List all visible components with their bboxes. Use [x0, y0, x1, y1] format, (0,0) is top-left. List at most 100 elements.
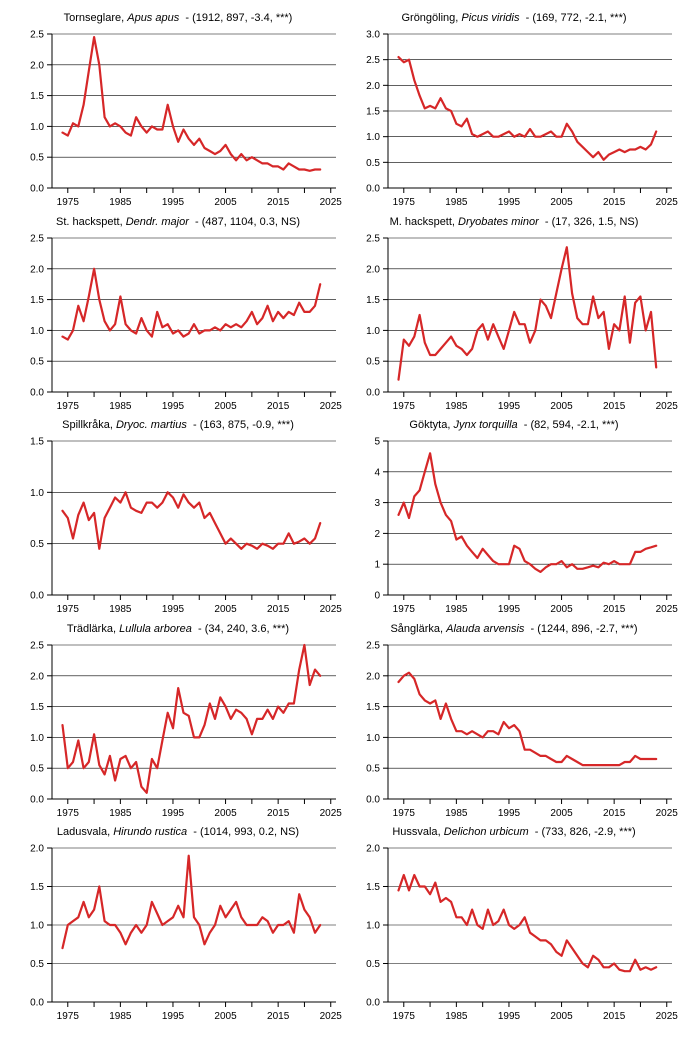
- svg-text:2005: 2005: [214, 1011, 237, 1022]
- svg-text:2015: 2015: [603, 197, 626, 208]
- chart-meta: (34, 240, 3.6, ***): [205, 623, 289, 635]
- svg-text:2015: 2015: [267, 604, 290, 615]
- svg-text:1995: 1995: [162, 1011, 185, 1022]
- svg-text:1985: 1985: [445, 197, 468, 208]
- svg-text:1995: 1995: [162, 197, 185, 208]
- svg-text:2005: 2005: [550, 604, 573, 615]
- svg-text:3.0: 3.0: [366, 30, 380, 41]
- common-name: Sånglärka: [390, 623, 440, 635]
- svg-text:0.0: 0.0: [366, 998, 380, 1009]
- scientific-name: Jynx torquilla: [453, 419, 517, 431]
- svg-text:2.0: 2.0: [366, 844, 380, 855]
- svg-text:1.5: 1.5: [30, 702, 44, 713]
- chart-meta: (1014, 993, 0.2, NS): [200, 826, 299, 838]
- svg-text:1.5: 1.5: [366, 295, 380, 306]
- common-name: Ladusvala: [57, 826, 107, 838]
- svg-text:2025: 2025: [656, 197, 679, 208]
- svg-text:4: 4: [374, 467, 380, 478]
- svg-text:1.0: 1.0: [30, 921, 44, 932]
- chart-meta: (1244, 896, -2.7, ***): [537, 623, 637, 635]
- svg-text:1975: 1975: [393, 1011, 416, 1022]
- svg-text:1.5: 1.5: [366, 882, 380, 893]
- chart-title: St. hackspett, Dendr. major - (487, 1104…: [10, 216, 346, 228]
- chart-title: M. hackspett, Dryobates minor - (17, 326…: [346, 216, 682, 228]
- svg-text:2015: 2015: [267, 808, 290, 819]
- svg-text:1975: 1975: [393, 604, 416, 615]
- svg-text:1.0: 1.0: [366, 733, 380, 744]
- svg-text:1.0: 1.0: [30, 122, 44, 133]
- svg-text:0.5: 0.5: [30, 539, 44, 550]
- chart-title: Gröngöling, Picus viridis - (169, 772, -…: [346, 12, 682, 24]
- svg-text:1985: 1985: [445, 808, 468, 819]
- svg-text:0.0: 0.0: [366, 794, 380, 805]
- chart-title: Trädlärka, Lullula arborea - (34, 240, 3…: [10, 623, 346, 635]
- scientific-name: Hirundo rustica: [113, 826, 187, 838]
- svg-text:2.5: 2.5: [366, 640, 380, 651]
- svg-text:2.5: 2.5: [30, 233, 44, 244]
- chart-meta: (169, 772, -2.1, ***): [532, 12, 626, 24]
- svg-text:2025: 2025: [656, 604, 679, 615]
- svg-text:2015: 2015: [267, 1011, 290, 1022]
- svg-text:1975: 1975: [57, 808, 80, 819]
- svg-text:1975: 1975: [57, 401, 80, 412]
- svg-text:1.5: 1.5: [366, 702, 380, 713]
- svg-text:1995: 1995: [162, 401, 185, 412]
- svg-text:2005: 2005: [214, 401, 237, 412]
- scientific-name: Alauda arvensis: [446, 623, 524, 635]
- chart-panel: Gröngöling, Picus viridis - (169, 772, -…: [346, 10, 682, 214]
- chart-meta: (733, 826, -2.9, ***): [542, 826, 636, 838]
- svg-text:0.0: 0.0: [30, 998, 44, 1009]
- chart-title: Göktyta, Jynx torquilla - (82, 594, -2.1…: [346, 419, 682, 431]
- svg-text:2005: 2005: [550, 1011, 573, 1022]
- svg-text:1995: 1995: [498, 604, 521, 615]
- scientific-name: Dryobates minor: [458, 216, 539, 228]
- chart-svg: 0.00.51.01.52.02.51975198519952005201520…: [10, 621, 346, 824]
- chart-meta: (1912, 897, -3.4, ***): [192, 12, 292, 24]
- svg-text:1985: 1985: [445, 401, 468, 412]
- svg-text:1.5: 1.5: [30, 882, 44, 893]
- svg-text:2.0: 2.0: [30, 264, 44, 275]
- chart-svg: 0.00.51.01.52.02.51975198519952005201520…: [346, 214, 682, 417]
- svg-text:2.0: 2.0: [366, 81, 380, 92]
- chart-panel: Hussvala, Delichon urbicum - (733, 826, …: [346, 824, 682, 1028]
- chart-title: Ladusvala, Hirundo rustica - (1014, 993,…: [10, 826, 346, 838]
- svg-text:2.0: 2.0: [30, 844, 44, 855]
- svg-text:0: 0: [374, 591, 380, 602]
- svg-text:2015: 2015: [603, 1011, 626, 1022]
- chart-title: Sånglärka, Alauda arvensis - (1244, 896,…: [346, 623, 682, 635]
- chart-panel: Sånglärka, Alauda arvensis - (1244, 896,…: [346, 621, 682, 825]
- svg-text:1975: 1975: [57, 604, 80, 615]
- svg-text:3: 3: [374, 498, 380, 509]
- svg-text:1975: 1975: [393, 808, 416, 819]
- svg-text:2025: 2025: [320, 808, 343, 819]
- scientific-name: Delichon urbicum: [444, 826, 529, 838]
- svg-text:0.0: 0.0: [30, 591, 44, 602]
- svg-text:2.5: 2.5: [30, 640, 44, 651]
- scientific-name: Dryoc. martius: [116, 419, 187, 431]
- common-name: Tornseglare: [64, 12, 121, 24]
- chart-meta: (82, 594, -2.1, ***): [531, 419, 619, 431]
- svg-text:0.0: 0.0: [30, 387, 44, 398]
- svg-text:1: 1: [374, 560, 380, 571]
- chart-panel: St. hackspett, Dendr. major - (487, 1104…: [10, 214, 346, 418]
- common-name: Spillkråka: [62, 419, 110, 431]
- chart-svg: 0.00.51.01.5197519851995200520152025: [10, 417, 346, 620]
- svg-text:1985: 1985: [109, 1011, 132, 1022]
- chart-meta: (487, 1104, 0.3, NS): [202, 216, 300, 228]
- svg-text:2005: 2005: [214, 808, 237, 819]
- svg-text:1.0: 1.0: [30, 733, 44, 744]
- chart-panel: Ladusvala, Hirundo rustica - (1014, 993,…: [10, 824, 346, 1028]
- svg-text:2: 2: [374, 529, 380, 540]
- svg-text:0.5: 0.5: [366, 959, 380, 970]
- chart-title: Hussvala, Delichon urbicum - (733, 826, …: [346, 826, 682, 838]
- svg-text:2015: 2015: [603, 604, 626, 615]
- svg-text:2015: 2015: [267, 401, 290, 412]
- svg-text:2025: 2025: [656, 401, 679, 412]
- svg-text:0.0: 0.0: [366, 387, 380, 398]
- svg-text:0.5: 0.5: [30, 356, 44, 367]
- svg-text:2025: 2025: [656, 808, 679, 819]
- chart-svg: 0.00.51.01.52.0197519851995200520152025: [346, 824, 682, 1027]
- svg-text:2005: 2005: [214, 197, 237, 208]
- svg-text:2015: 2015: [603, 808, 626, 819]
- chart-svg: 012345197519851995200520152025: [346, 417, 682, 620]
